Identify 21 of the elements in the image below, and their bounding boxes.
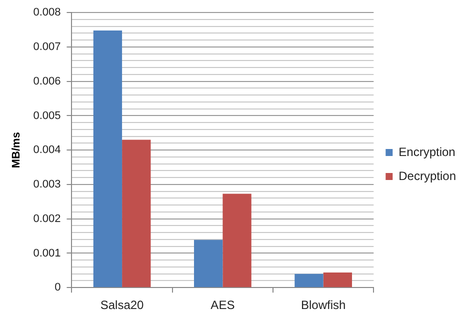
y-tick-label: 0.006: [33, 75, 61, 88]
bar: [323, 272, 352, 288]
y-tick-label: 0.005: [33, 110, 61, 122]
y-axis-title: MB/ms: [10, 132, 23, 168]
bar: [222, 194, 252, 288]
bar: [93, 30, 122, 288]
y-tick-label: 0: [54, 282, 61, 294]
y-tick-label: 0.008: [33, 6, 61, 19]
bar: [122, 140, 151, 288]
bar: [194, 240, 223, 288]
y-tick-label: 0.007: [33, 41, 61, 54]
y-tick-label: 0.002: [33, 212, 61, 225]
legend-label: Encryption: [398, 144, 456, 159]
y-tick-label: 0.003: [33, 178, 61, 191]
y-tick-label: 0.004: [33, 144, 61, 156]
bar: [294, 274, 324, 288]
x-tick-label: Blowfish: [300, 298, 346, 312]
x-tick-label: Salsa20: [100, 298, 144, 312]
x-tick-label: AES: [210, 298, 235, 312]
legend-label: Decryption: [398, 168, 456, 183]
y-tick-label: 0.001: [33, 247, 61, 260]
